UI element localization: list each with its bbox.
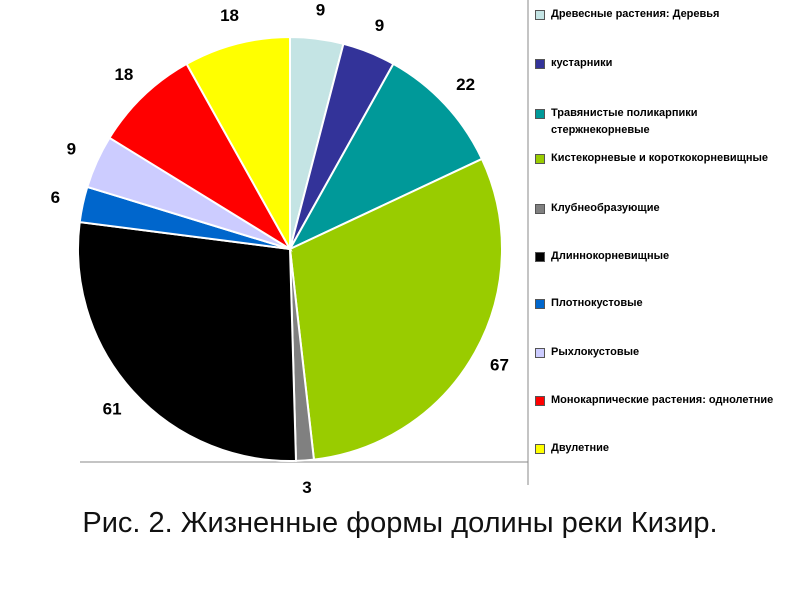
- data-label: 9: [67, 140, 76, 159]
- legend-entry: Монокарпические растения: однолетние: [535, 392, 797, 409]
- legend-entry: Клубнеобразующие: [535, 200, 797, 217]
- data-label: 61: [103, 400, 122, 419]
- legend-label: Монокарпические растения: однолетние: [551, 394, 774, 406]
- pie-slice: [287, 62, 484, 252]
- legend-entry: Длиннокорневищные: [535, 248, 797, 265]
- data-label: 9: [316, 0, 325, 19]
- data-label: 18: [220, 6, 239, 25]
- pie-slice: [185, 35, 291, 253]
- legend-label: Клубнеобразующие: [551, 202, 660, 214]
- legend-swatch: [535, 252, 545, 262]
- legend-entry: Плотнокустовые: [535, 295, 797, 312]
- legend-entry: Травянистые поликарпики стержнекорневые: [535, 105, 797, 139]
- data-label: 18: [114, 65, 133, 84]
- chart-title: Рис. 2. Жизненные формы долины реки Кизи…: [82, 507, 718, 539]
- legend-label: Плотнокустовые: [551, 297, 643, 309]
- legend-swatch: [535, 59, 545, 69]
- legend-swatch: [535, 10, 545, 20]
- legend-label: Травянистые поликарпики стержнекорневые: [551, 107, 698, 136]
- data-label: 3: [302, 478, 311, 497]
- legend-swatch: [535, 396, 545, 406]
- legend-label: Двулетние: [551, 442, 610, 454]
- legend-swatch: [535, 348, 545, 358]
- pie-slice: [77, 220, 298, 462]
- legend-entry: кустарники: [535, 55, 797, 72]
- legend-swatch: [535, 299, 545, 309]
- legend-swatch: [535, 444, 545, 454]
- legend-entry: Двулетние: [535, 440, 797, 457]
- legend-swatch: [535, 204, 545, 214]
- data-label: 9: [375, 16, 384, 35]
- legend-label: Длиннокорневищные: [551, 250, 670, 262]
- legend-swatch: [535, 109, 545, 119]
- legend-entry: Древесные растения: Деревья: [535, 6, 797, 23]
- data-label: 6: [51, 188, 60, 207]
- pie-slice: [288, 157, 503, 461]
- data-label: 67: [490, 356, 509, 375]
- legend-swatch: [535, 154, 545, 164]
- legend-entry: Рыхлокустовые: [535, 344, 797, 361]
- pie-slice: [108, 62, 293, 252]
- legend-label: Древесные растения: Деревья: [551, 8, 720, 20]
- legend-label: кустарники: [551, 57, 613, 69]
- legend-label: Кистекорневые и короткокорневищные: [551, 152, 769, 164]
- data-label: 22: [456, 75, 475, 94]
- legend-entry: Кистекорневые и короткокорневищные: [535, 150, 797, 167]
- legend-label: Рыхлокустовые: [551, 346, 640, 358]
